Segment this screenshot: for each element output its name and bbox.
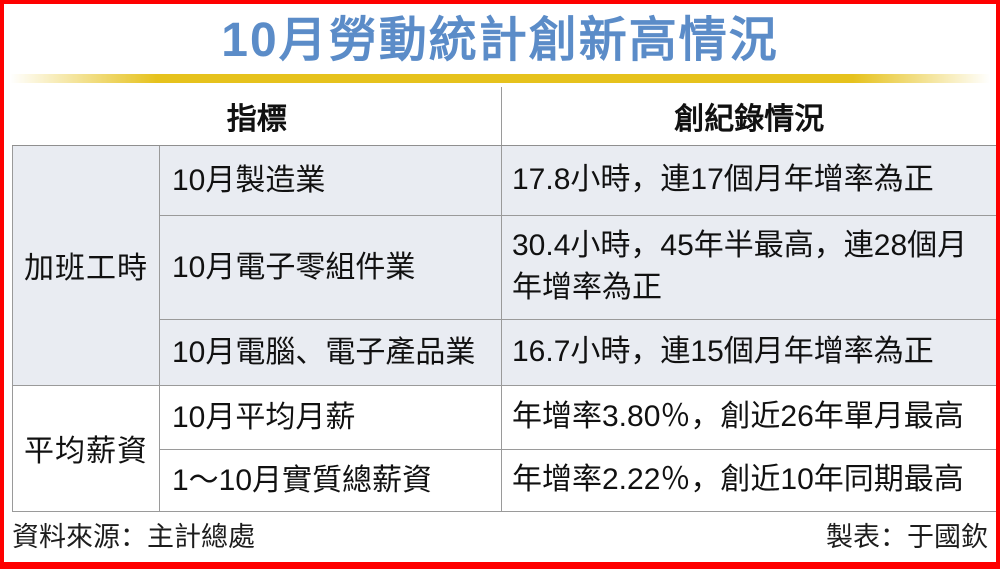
group-label-average-salary: 平均薪資 bbox=[12, 384, 160, 512]
credit-note: 製表：于國欽 bbox=[826, 522, 988, 552]
indicator-cell: 10月電腦、電子產品業 bbox=[159, 318, 502, 386]
record-cell: 年增率3.80％，創近26年單月最高 bbox=[501, 384, 996, 450]
gold-divider-bar bbox=[10, 74, 990, 83]
source-note: 資料來源：主計總處 bbox=[12, 522, 255, 552]
indicator-cell: 10月製造業 bbox=[159, 144, 502, 216]
table-row: 平均薪資 10月平均月薪 年增率3.80％，創近26年單月最高 bbox=[12, 384, 996, 512]
table-row: 加班工時 10月製造業 17.8小時，連17個月年增率為正 bbox=[12, 144, 996, 386]
record-cell: 16.7小時，連15個月年增率為正 bbox=[501, 318, 996, 386]
header-row: 指標 創紀錄情況 bbox=[12, 87, 996, 146]
column-header-indicator: 指標 bbox=[12, 87, 502, 146]
indicator-cell: 10月平均月薪 bbox=[159, 384, 502, 450]
table-row: 10月電腦、電子產品業 16.7小時，連15個月年增率為正 bbox=[13, 318, 996, 386]
group-label-overtime-hours: 加班工時 bbox=[12, 144, 160, 386]
footer: 資料來源：主計總處 製表：于國欽 bbox=[12, 512, 988, 558]
column-header-record: 創紀錄情況 bbox=[501, 87, 996, 146]
table-row: 1～10月實質總薪資 年增率2.22％，創近10年同期最高 bbox=[13, 448, 996, 512]
record-cell: 17.8小時，連17個月年增率為正 bbox=[501, 144, 996, 216]
record-cell: 年增率2.22％，創近10年同期最高 bbox=[501, 448, 996, 512]
record-cell: 30.4小時，45年半最高，連28個月年增率為正 bbox=[501, 214, 996, 320]
table-header: 指標 創紀錄情況 bbox=[12, 87, 996, 146]
labor-stats-table: 指標 創紀錄情況 加班工時 10月製造業 17.8小時，連17個月年增率為正 1… bbox=[12, 87, 996, 512]
indicator-cell: 10月電子零組件業 bbox=[159, 214, 502, 320]
page-title: 10月勞動統計創新高情況 bbox=[221, 14, 779, 67]
table-row: 10月電子零組件業 30.4小時，45年半最高，連28個月年增率為正 bbox=[13, 214, 996, 320]
indicator-cell: 1～10月實質總薪資 bbox=[159, 448, 502, 512]
